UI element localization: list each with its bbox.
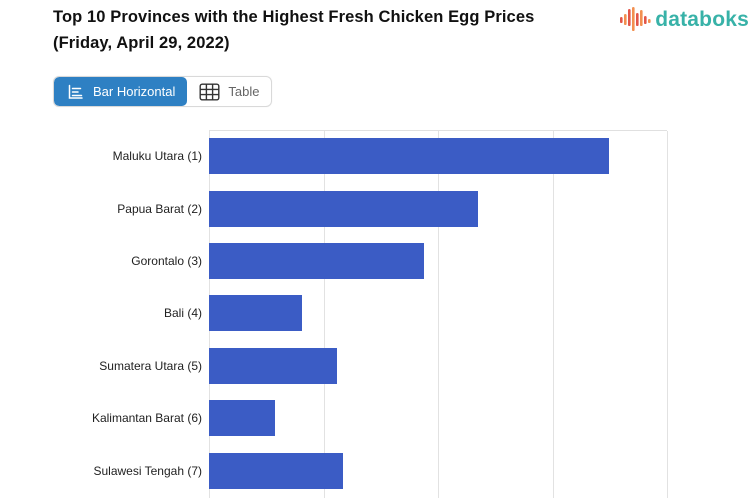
chart-row: Gorontalo (3): [0, 235, 753, 287]
table-label: Table: [228, 84, 260, 99]
category-label: Papua Barat (2): [117, 201, 202, 216]
bar[interactable]: [209, 400, 276, 437]
gridline: [552, 131, 554, 498]
title-line-1: Top 10 Provinces with the Highest Fresh …: [53, 8, 535, 26]
databoks-pulse-icon: [620, 6, 652, 33]
bar-horizontal-label: Bar Horizontal: [93, 84, 176, 99]
page-title: Top 10 Provinces with the Highest Fresh …: [53, 4, 534, 56]
databoks-logo-text: databoks: [655, 7, 749, 31]
bar-chart: Maluku Utara (1) Papua Barat (2) Gorontalo…: [0, 130, 753, 498]
bar[interactable]: [209, 347, 338, 384]
category-label: Maluku Utara (1): [112, 149, 202, 164]
chart-row: Bali (4): [0, 287, 753, 339]
bar-horizontal-icon: [66, 83, 85, 101]
gridline: [323, 131, 325, 498]
chart-row: Maluku Utara (1): [0, 130, 753, 182]
category-label: Kalimantan Barat (6): [91, 411, 202, 426]
table-icon: [199, 83, 220, 101]
table-button[interactable]: Table: [187, 77, 271, 106]
chart-row: Sulawesi Tengah (7): [0, 444, 753, 496]
databoks-logo[interactable]: databoks: [620, 6, 749, 33]
gridline: [667, 131, 668, 498]
bar-horizontal-button[interactable]: Bar Horizontal: [54, 77, 188, 106]
view-toggle: Bar Horizontal Table: [53, 76, 273, 107]
bar[interactable]: [209, 138, 609, 175]
chart-rows: Maluku Utara (1) Papua Barat (2) Gorontalo…: [0, 130, 753, 497]
bar[interactable]: [209, 242, 425, 279]
chart-row: Sumatera Utara (5): [0, 340, 753, 392]
bar[interactable]: [209, 452, 343, 489]
gridline: [438, 131, 439, 498]
bar[interactable]: [209, 190, 479, 227]
bar[interactable]: [209, 295, 302, 332]
chart-row: Kalimantan Barat (6): [0, 392, 753, 444]
category-label: Sulawesi Tengah (7): [93, 463, 202, 478]
category-label: Bali (4): [163, 306, 202, 321]
chart-row: Papua Barat (2): [0, 182, 753, 234]
chart-header: Top 10 Provinces with the Highest Fresh …: [53, 4, 749, 56]
title-line-2: (Friday, April 29, 2022): [53, 34, 230, 52]
category-label: Sumatera Utara (5): [99, 358, 202, 373]
category-label: Gorontalo (3): [131, 253, 202, 268]
